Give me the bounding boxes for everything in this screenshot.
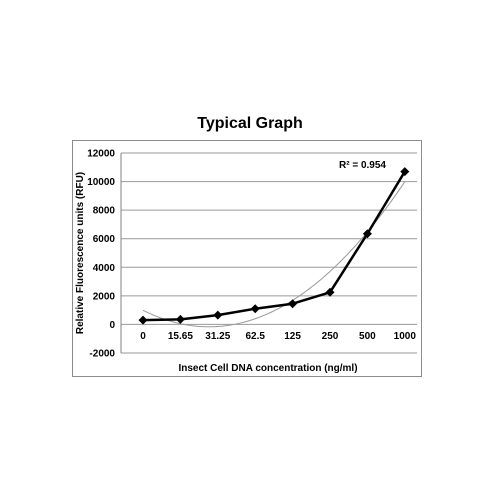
data-point bbox=[213, 310, 223, 320]
data-point bbox=[138, 315, 148, 325]
r-squared-annotation: R² = 0.954 bbox=[339, 160, 386, 171]
data-point bbox=[288, 299, 298, 309]
y-tick-label: 6000 bbox=[93, 234, 116, 245]
data-point bbox=[325, 287, 335, 297]
x-tick-label: 31.25 bbox=[205, 331, 230, 342]
x-tick-label: 0 bbox=[140, 331, 146, 342]
y-tick-labels: -2000 0 2000 4000 6000 8000 10000 12000 bbox=[87, 149, 115, 360]
data-point bbox=[175, 314, 185, 324]
grid-layer bbox=[120, 152, 417, 354]
chart-frame bbox=[72, 140, 422, 377]
x-axis-label: Insect Cell DNA concentration (ng/ml) bbox=[178, 363, 357, 374]
y-tick-label: 0 bbox=[109, 320, 115, 331]
series-line bbox=[142, 170, 406, 322]
y-tick-label: 12000 bbox=[87, 149, 115, 160]
y-tick-label: 10000 bbox=[87, 177, 115, 188]
x-tick-label: 125 bbox=[284, 331, 301, 342]
data-point bbox=[250, 304, 260, 314]
x-tick-label: 500 bbox=[359, 331, 376, 342]
y-tick-label: 2000 bbox=[93, 291, 116, 302]
x-tick-label: 62.5 bbox=[245, 331, 265, 342]
x-tick-label: 1000 bbox=[394, 331, 417, 342]
chart-title: Typical Graph bbox=[197, 115, 303, 132]
trend-layer bbox=[142, 181, 406, 328]
y-axis-label: Relative Fluorescence units (RFU) bbox=[75, 172, 86, 334]
y-tick-label: 4000 bbox=[93, 263, 116, 274]
y-tick-label: -2000 bbox=[89, 349, 115, 360]
x-tick-labels: 0 15.65 31.25 62.5 125 250 500 1000 bbox=[140, 331, 416, 342]
trendline bbox=[142, 181, 406, 328]
x-tick-label: 250 bbox=[322, 331, 339, 342]
x-tick-label: 15.65 bbox=[168, 331, 193, 342]
y-tick-label: 8000 bbox=[93, 206, 116, 217]
series-layer bbox=[138, 167, 410, 325]
data-point bbox=[400, 167, 410, 177]
data-point bbox=[362, 229, 372, 239]
